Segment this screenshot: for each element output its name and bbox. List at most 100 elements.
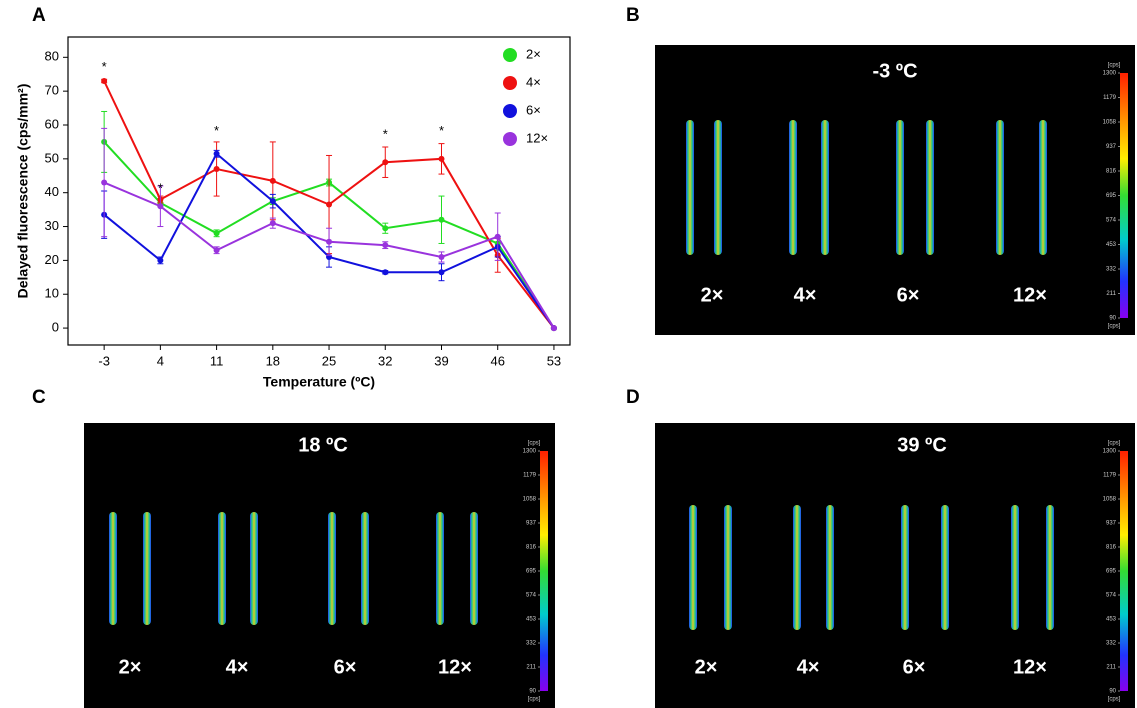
colorbar-tick-label: 1300 xyxy=(1103,71,1117,77)
data-point xyxy=(157,257,164,264)
colorbar-tick-label: 332 xyxy=(526,641,537,647)
x-tick-label: 53 xyxy=(547,353,561,368)
leaf xyxy=(724,505,732,630)
leaf xyxy=(686,120,694,255)
y-tick-label: 0 xyxy=(52,320,59,335)
group-label: 6× xyxy=(897,284,920,306)
colorbar-unit: [cps] xyxy=(1108,324,1121,330)
colorbar-tick-label: 90 xyxy=(529,689,536,695)
y-tick-label: 60 xyxy=(45,116,59,131)
y-tick-label: 30 xyxy=(45,218,59,233)
colorbar-tick-label: 1058 xyxy=(1103,120,1117,126)
leaf xyxy=(361,512,369,625)
colorbar xyxy=(540,451,548,691)
x-tick-label: -3 xyxy=(98,353,110,368)
colorbar-tick-label: 695 xyxy=(526,569,537,575)
data-point xyxy=(438,269,445,276)
data-point xyxy=(326,238,333,245)
colorbar-tick-label: 937 xyxy=(526,521,537,527)
legend-marker xyxy=(503,104,517,118)
panel-label: B xyxy=(626,5,640,26)
panel-title: -3 ºC xyxy=(872,60,917,82)
colorbar-tick-label: 90 xyxy=(1109,316,1116,322)
group-label: 4× xyxy=(226,656,249,678)
x-axis-label: Temperature (ºC) xyxy=(263,374,375,390)
data-point xyxy=(269,220,276,227)
colorbar-unit: [cps] xyxy=(1108,441,1121,447)
group-label: 2× xyxy=(119,656,142,678)
leaf xyxy=(250,512,258,625)
data-point xyxy=(101,179,108,186)
data-point xyxy=(382,269,389,276)
leaf xyxy=(328,512,336,625)
panel-label: C xyxy=(32,387,46,408)
data-point xyxy=(101,78,108,84)
data-point xyxy=(550,325,557,332)
colorbar-tick-label: 695 xyxy=(1106,193,1117,199)
data-point xyxy=(157,203,164,210)
colorbar-tick-label: 1179 xyxy=(1103,95,1117,101)
data-point xyxy=(382,225,389,232)
group-label: 2× xyxy=(701,284,724,306)
data-point xyxy=(326,201,333,208)
colorbar-tick-label: 1058 xyxy=(523,497,537,503)
colorbar-tick-label: 816 xyxy=(1106,545,1117,551)
data-point xyxy=(494,233,501,240)
leaf xyxy=(789,120,797,255)
leaf xyxy=(821,120,829,255)
data-point xyxy=(213,230,220,237)
group-label: 12× xyxy=(438,656,472,678)
leaf xyxy=(941,505,949,630)
y-tick-label: 10 xyxy=(45,286,59,301)
data-point xyxy=(269,177,276,184)
annotation: * xyxy=(383,127,388,142)
image-panel xyxy=(655,45,1135,335)
group-label: 12× xyxy=(1013,656,1047,678)
colorbar-tick-label: 574 xyxy=(1106,218,1117,224)
colorbar-unit: [cps] xyxy=(1108,63,1121,69)
annotation: * xyxy=(214,123,219,138)
colorbar xyxy=(1120,451,1128,691)
data-point xyxy=(438,254,445,260)
leaf xyxy=(996,120,1004,255)
leaf xyxy=(436,512,444,625)
colorbar-tick-label: 574 xyxy=(526,593,537,599)
annotation: * xyxy=(102,59,107,74)
leaf xyxy=(1046,505,1054,630)
colorbar-unit: [cps] xyxy=(528,697,541,703)
colorbar-tick-label: 574 xyxy=(1106,593,1117,599)
annotation: * xyxy=(439,123,444,138)
colorbar-tick-label: 332 xyxy=(1106,267,1117,273)
colorbar-tick-label: 1179 xyxy=(1103,473,1117,479)
y-tick-label: 20 xyxy=(45,252,59,267)
panel-label: D xyxy=(626,387,640,408)
legend-label: 6× xyxy=(526,102,541,117)
legend-marker xyxy=(503,76,517,90)
colorbar-tick-label: 1179 xyxy=(523,473,537,479)
panel-label: A xyxy=(32,5,46,26)
colorbar-tick-label: 453 xyxy=(1106,242,1117,248)
y-tick-label: 70 xyxy=(45,83,59,98)
colorbar-tick-label: 211 xyxy=(1106,291,1116,297)
leaf xyxy=(470,512,478,625)
x-tick-label: 11 xyxy=(210,353,224,368)
colorbar-unit: [cps] xyxy=(528,441,541,447)
colorbar-tick-label: 211 xyxy=(526,665,536,671)
y-tick-label: 50 xyxy=(45,150,59,165)
leaf xyxy=(896,120,904,255)
colorbar-tick-label: 816 xyxy=(526,545,537,551)
panel-title: 39 ºC xyxy=(897,434,947,456)
panel-title: 18 ºC xyxy=(298,434,348,456)
leaf xyxy=(1011,505,1019,630)
colorbar-unit: [cps] xyxy=(1108,697,1121,703)
group-label: 4× xyxy=(794,284,817,306)
data-point xyxy=(269,198,276,205)
colorbar-tick-label: 937 xyxy=(1106,521,1117,527)
legend-marker xyxy=(503,132,517,146)
data-point xyxy=(382,242,389,249)
y-tick-label: 40 xyxy=(45,184,59,199)
colorbar xyxy=(1120,73,1128,318)
group-label: 6× xyxy=(334,656,357,678)
group-label: 2× xyxy=(695,656,718,678)
